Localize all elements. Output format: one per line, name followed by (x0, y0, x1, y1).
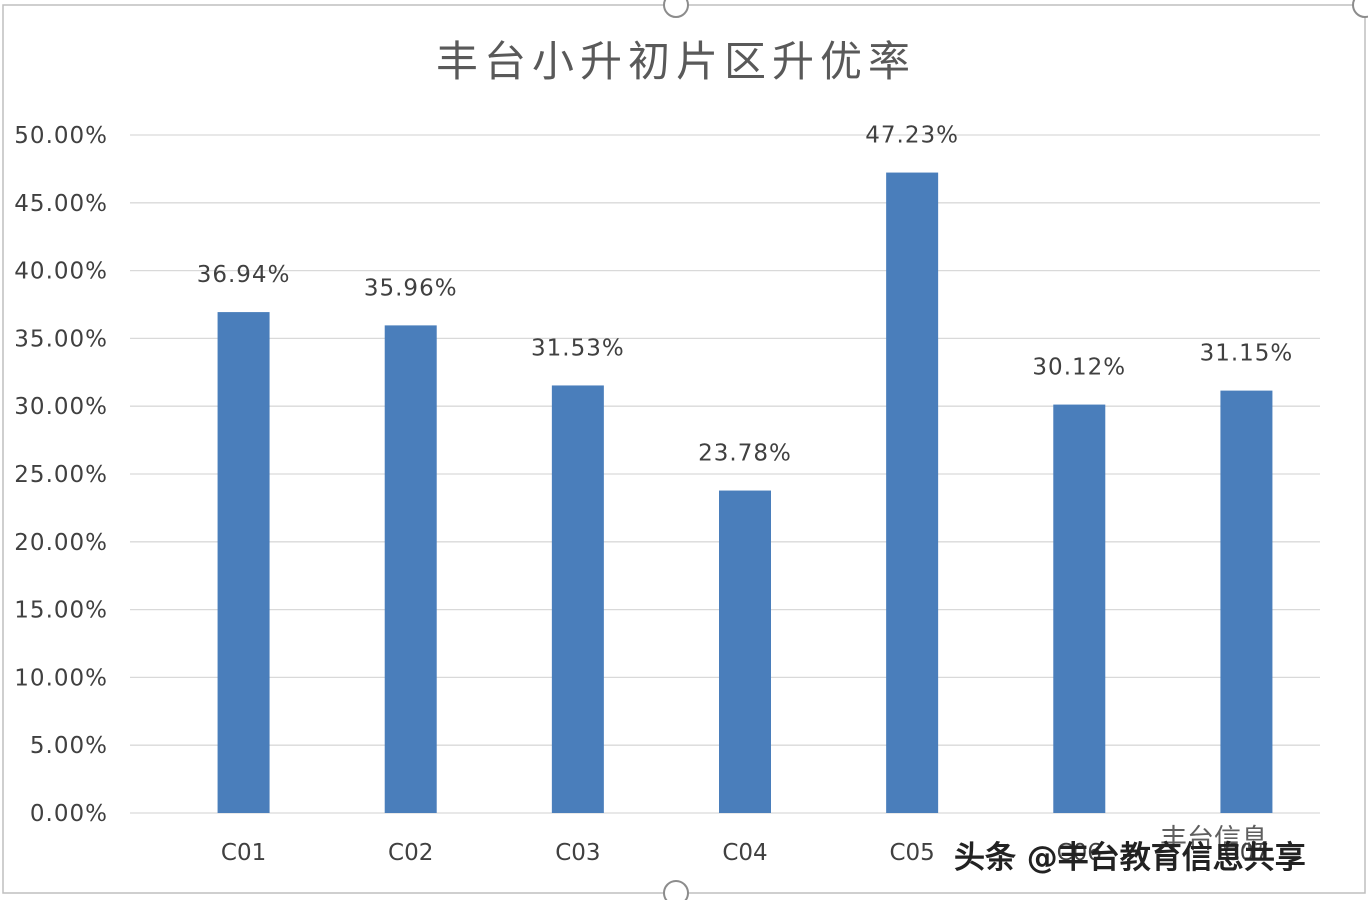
category-label-c05: C05 (889, 840, 934, 866)
resize-handles[interactable] (663, 0, 1368, 904)
y-tick-label: 30.00% (14, 394, 108, 420)
category-label-c03: C03 (555, 840, 600, 866)
bars (217, 172, 1273, 813)
y-tick-label: 25.00% (14, 462, 108, 488)
chart-border (2, 4, 1366, 894)
y-tick-label: 20.00% (14, 530, 108, 556)
y-tick-label: 50.00% (14, 123, 108, 149)
bar-c06 (1053, 404, 1106, 813)
watermark: 丰台信息 头条 @丰台教育信息共享 (954, 824, 1306, 876)
y-tick-label: 0.00% (30, 801, 108, 827)
x-axis-categories: C01 C02 C03 C04 C05 C06 C07 (221, 840, 1269, 866)
category-label-c04: C04 (722, 840, 767, 866)
category-label-c07: C07 (1224, 840, 1269, 866)
data-label-c01: 36.94% (197, 262, 291, 288)
chart-title: 丰台小升初片区升优率 (436, 37, 916, 86)
data-labels: 36.94% 35.96% 31.53% 23.78% 47.23% 30.12% 31.1… (197, 123, 1294, 467)
watermark-faded-text: 丰台信息 (1160, 824, 1268, 855)
bar-c02 (384, 325, 437, 813)
bar-c03 (551, 385, 604, 813)
y-axis-ticks: 0.00% 5.00% 10.00% 15.00% 20.00% 25.00% 30.00%… (14, 123, 108, 827)
bar-c01 (217, 312, 270, 813)
data-label-c02: 35.96% (364, 275, 458, 301)
resize-handle-top-center[interactable] (663, 0, 689, 18)
category-label-c01: C01 (221, 840, 266, 866)
y-tick-label: 35.00% (14, 326, 108, 352)
resize-handle-top-right[interactable] (1352, 0, 1368, 18)
category-label-c02: C02 (388, 840, 433, 866)
bar-c04 (719, 490, 771, 813)
data-label-c05: 47.23% (865, 123, 959, 149)
y-tick-label: 45.00% (14, 191, 108, 217)
category-label-c06: C06 (1057, 840, 1102, 866)
data-label-c04: 23.78% (698, 441, 792, 467)
y-tick-label: 10.00% (14, 665, 108, 691)
data-label-c06: 30.12% (1032, 355, 1126, 381)
bar-c07 (1220, 390, 1273, 813)
y-tick-label: 15.00% (14, 598, 108, 624)
data-label-c03: 31.53% (531, 335, 625, 361)
resize-handle-bottom-center[interactable] (663, 880, 689, 904)
watermark-text: 头条 @丰台教育信息共享 (954, 840, 1306, 876)
y-tick-label: 5.00% (30, 733, 108, 759)
bar-c05 (886, 172, 939, 813)
y-tick-label: 40.00% (14, 259, 108, 285)
data-label-c07: 31.15% (1200, 341, 1294, 367)
